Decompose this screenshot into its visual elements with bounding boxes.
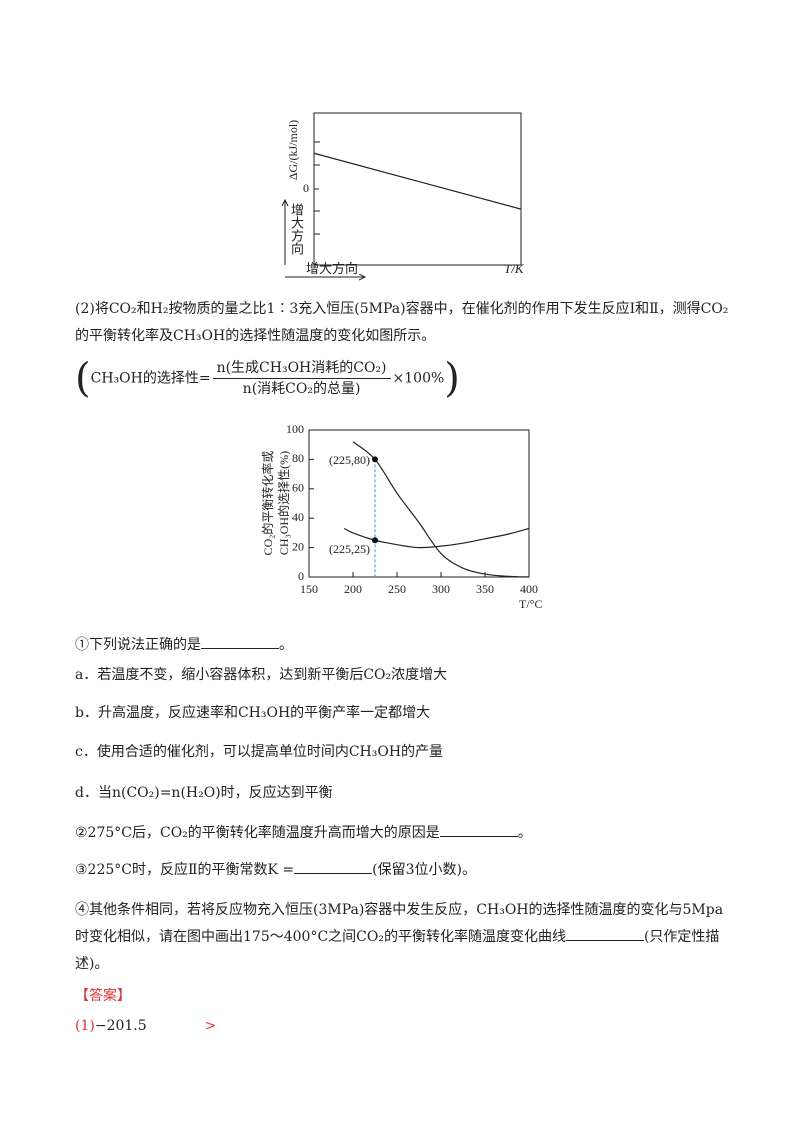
answer-value: −201.5 [94, 1018, 147, 1034]
question-text: ①下列说法正确的是 [75, 637, 201, 653]
x-tick-label: 400 [520, 582, 538, 596]
question-text: 。 [279, 637, 293, 653]
point-label: (225,80) [329, 453, 370, 467]
question: ①下列说法正确的是 。 [75, 632, 293, 659]
answer-label: (1) [75, 1018, 95, 1034]
x-tick-label: 150 [300, 582, 318, 596]
question: ②275°C后，CO₂的平衡转化率随温度升高而增大的原因是 。 [75, 820, 532, 847]
chart1-frame [313, 112, 522, 266]
y-tick-label: 40 [292, 510, 304, 524]
question: ④其他条件相同，若将反应物充入恒压(3MPa)容器中发生反应，CH₃OH的选择性… [75, 897, 735, 978]
question-text: ②275°C后，CO₂的平衡转化率随温度升高而增大的原因是 [75, 825, 440, 841]
x-axis-label: T/K [504, 261, 524, 276]
data-point [372, 537, 378, 544]
paragraph: (2)将CO₂和H₂按物质的量之比1∶3充入恒压(5MPa)容器中，在催化剂的作… [75, 301, 729, 344]
answer: (1)−201.5 > [75, 1013, 216, 1040]
y-direction-label: 增大方向 [288, 203, 303, 255]
y-axis-label: CO₂的平衡转化率或 CH₃OH的选择性(%) [260, 443, 292, 563]
formula-lhs: CH₃OH的选择性= [90, 370, 211, 387]
y-axis-label-line: CH₃OH的选择性(%) [277, 450, 291, 556]
y-tick-label: 20 [292, 539, 304, 553]
formula: (CH₃OH的选择性= n(生成CH₃OH消耗的CO₂) n(消耗CO₂的总量) ×1… [75, 355, 460, 402]
formula-factor: ×100% [392, 370, 445, 387]
option: a．若温度不变，缩小容器体积，达到新平衡后CO₂浓度增大 [75, 667, 448, 683]
x-direction-label: 增大方向 [306, 262, 359, 277]
y-tick-label: 60 [292, 481, 304, 495]
question: ③225°C时，反应Ⅱ的平衡常数K = (保留3位小数)。 [75, 857, 476, 884]
answer-relation: > [204, 1018, 217, 1034]
chart2-frame [308, 429, 530, 578]
option: c．使用合适的催化剂，可以提高单位时间内CH₃OH的产量 [75, 744, 444, 760]
x-axis-label: T/°C [519, 597, 543, 611]
series-line [313, 152, 522, 210]
series-line [352, 441, 530, 578]
x-tick-label: 300 [432, 582, 450, 596]
question-text: (只作定性描述)。 [75, 929, 720, 972]
option: d．当n(CO₂)=n(H₂O)时，反应达到平衡 [75, 785, 333, 801]
denominator: n(消耗CO₂的总量) [242, 381, 361, 397]
series-line [343, 527, 530, 549]
option: b．升高温度，反应速率和CH₃OH的平衡产率一定都增大 [75, 705, 431, 721]
x-tick-label: 350 [476, 582, 494, 596]
chart1-minor-ticks [314, 141, 320, 235]
y-tick-label: 0 [303, 181, 309, 195]
point-label: (225,25) [329, 542, 370, 556]
y-tick-label: 80 [292, 451, 304, 465]
numerator: n(生成CH₃OH消耗的CO₂) [212, 358, 391, 379]
y-axis-label-line: CO₂的平衡转化率或 [261, 450, 275, 556]
y-tick-label: 100 [286, 422, 304, 436]
x-tick-label: 250 [388, 582, 406, 596]
question-text: ③225°C时，反应Ⅱ的平衡常数K = [75, 862, 295, 878]
y-axis-label: ΔG/(kJ/mol) [286, 119, 300, 181]
answer-heading: 【答案】 [75, 988, 131, 1004]
question-text: 。 [517, 825, 532, 841]
x-tick-label: 200 [344, 582, 362, 596]
question-text: (保留3位小数)。 [372, 862, 476, 878]
data-point [372, 456, 378, 463]
question-text: ④其他条件相同，若将反应物充入恒压(3MPa)容器中发生反应，CH₃OH的选择性… [75, 902, 724, 945]
y-tick-label: 0 [298, 569, 304, 583]
